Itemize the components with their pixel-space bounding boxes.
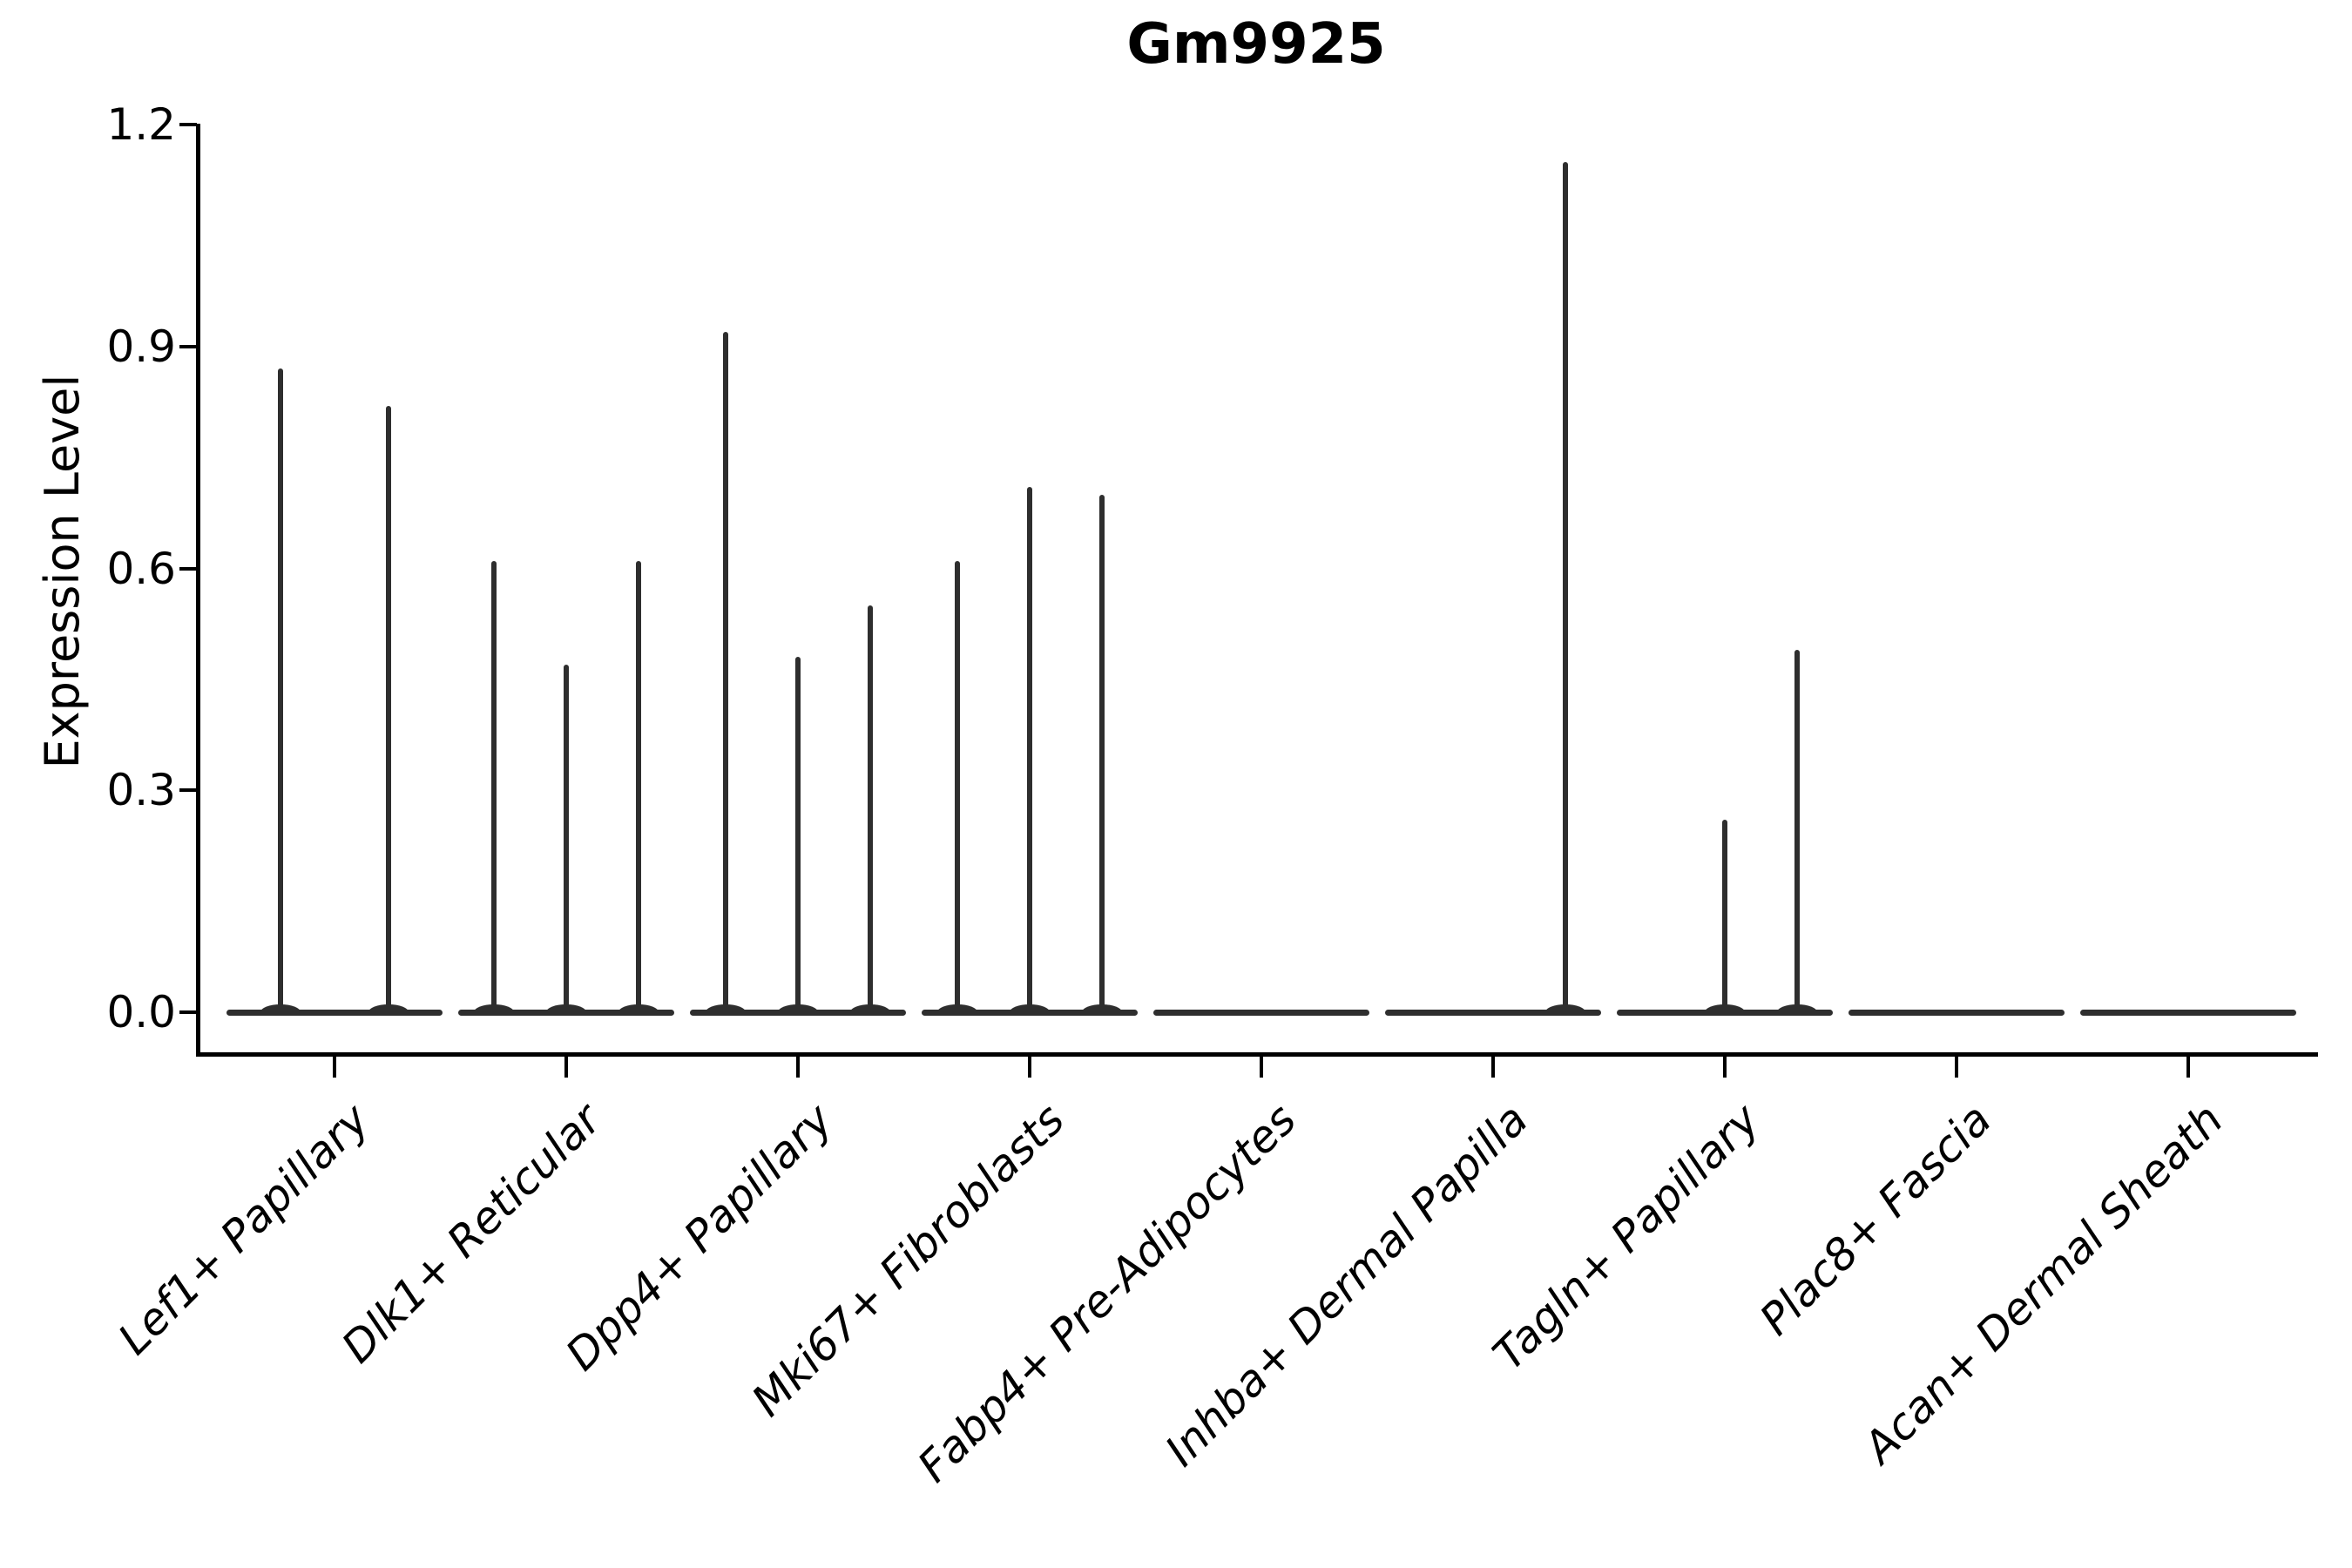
violin-spike [635,561,641,1016]
y-tick [179,344,197,348]
violin-spike [491,561,497,1016]
violin-spike [564,664,569,1016]
x-tick [1955,1057,1958,1078]
y-tick [179,1010,197,1014]
x-tick [333,1057,336,1078]
violin-spike [386,405,391,1016]
violin-spike [1722,820,1727,1016]
violin-spike [1098,494,1105,1016]
violin-baseline [1385,1010,1601,1016]
y-tick [179,123,197,127]
y-tick-label: 0.6 [106,543,176,594]
x-tick [564,1057,568,1078]
y-tick-label: 0.3 [106,765,176,816]
x-tick [1260,1057,1263,1078]
violin-spike [1562,161,1568,1016]
violin-spike [278,368,283,1016]
y-tick [179,788,197,793]
y-tick-label: 0.9 [106,321,176,372]
violin-spike [795,657,801,1016]
y-tick-label: 1.2 [106,99,176,151]
y-axis-spine [196,124,200,1057]
y-tick-label: 0.0 [106,987,176,1037]
x-tick [1491,1057,1495,1078]
violin-baseline [1153,1010,1369,1016]
x-tick [1028,1057,1031,1078]
x-axis-spine [196,1052,2318,1057]
violin-spike [955,561,961,1016]
violin-spike [1794,649,1800,1016]
y-tick [179,566,197,571]
violin-baseline [2080,1010,2296,1016]
violin-baseline [226,1010,443,1016]
violin-spike [867,605,873,1016]
x-tick [2186,1057,2190,1078]
violin-spike [1027,487,1032,1016]
x-tick [796,1057,800,1078]
violin-baseline [1848,1010,2065,1016]
chart-title: Gm9925 [1126,12,1386,77]
x-tick [1723,1057,1727,1078]
violin-spike [723,331,729,1016]
